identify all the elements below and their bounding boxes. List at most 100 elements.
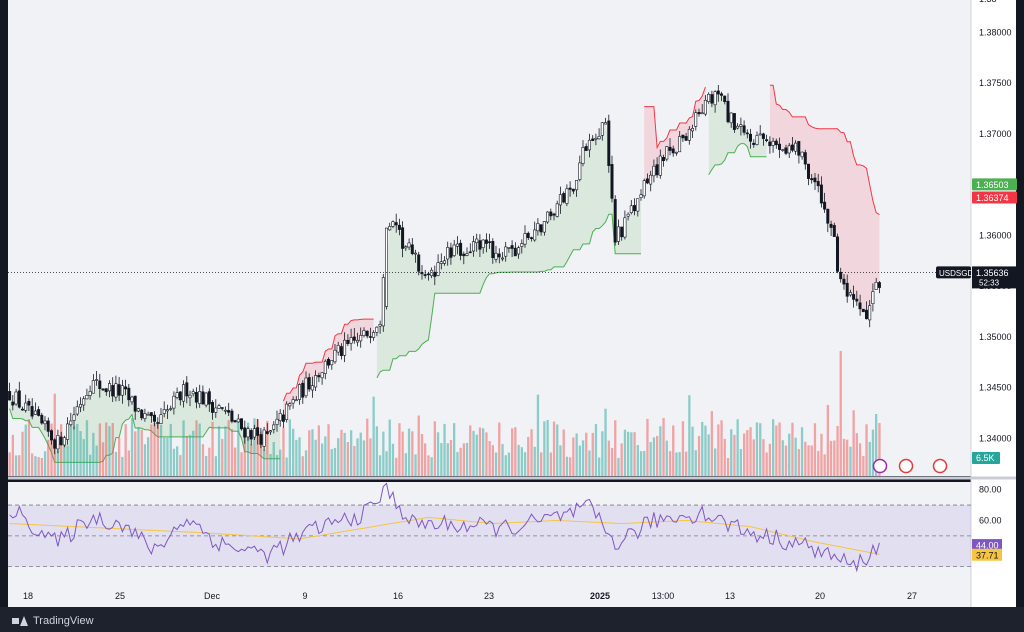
volume-bar — [752, 439, 755, 476]
candle-body — [526, 232, 530, 238]
volume-bar — [504, 455, 507, 476]
volume-bar — [691, 426, 694, 476]
volume-bar — [720, 420, 723, 476]
volume-bar — [37, 457, 40, 476]
candle-body — [829, 223, 833, 228]
candle-body — [339, 346, 343, 356]
volume-bar — [89, 454, 92, 476]
volume-bar — [246, 422, 250, 476]
volume-bar — [53, 393, 56, 476]
volume-bar — [817, 450, 820, 476]
volume-bar — [395, 457, 398, 476]
candle-body — [246, 428, 250, 438]
volume-bar — [176, 446, 179, 476]
candle-body — [726, 100, 730, 123]
candle-body — [278, 413, 282, 421]
volume-bar — [398, 423, 401, 476]
candle-body — [275, 418, 279, 425]
volume-bar — [746, 430, 749, 476]
volume-bar — [472, 430, 475, 476]
volume-bar — [63, 439, 66, 476]
volume-bar — [775, 425, 778, 476]
brand-label: TradingView — [33, 615, 94, 627]
volume-bar — [726, 458, 730, 476]
candle-body — [204, 392, 208, 406]
volume-bar — [333, 447, 337, 476]
volume-bar — [134, 431, 137, 476]
candle-body — [768, 141, 772, 147]
candle-body — [716, 90, 720, 95]
volume-bar — [388, 419, 391, 476]
volume-bar — [488, 441, 491, 476]
volume-bar — [350, 430, 353, 476]
candle-body — [304, 377, 308, 397]
volume-bar — [98, 423, 101, 476]
candle-body — [491, 241, 495, 259]
volume-bar — [443, 423, 446, 476]
candle-body — [66, 423, 70, 440]
candle-body — [336, 345, 340, 353]
candle-body — [858, 302, 862, 310]
candle-body — [803, 152, 807, 165]
volume-bar — [546, 420, 549, 476]
volume-bar — [540, 452, 543, 476]
volume-bar — [188, 434, 192, 476]
volume-bar — [263, 449, 266, 476]
volume-bar — [485, 432, 488, 476]
volume-bar — [179, 455, 182, 476]
price-chart[interactable]: 1.340001.345001.350001.355001.360001.365… — [0, 0, 1024, 607]
candle-body — [268, 430, 272, 433]
volume-bar — [401, 431, 404, 476]
tradingview-brand[interactable]: TradingView — [12, 615, 94, 627]
time-tick-label: 9 — [302, 591, 307, 601]
volume-bar — [627, 431, 630, 476]
volume-bar — [124, 424, 127, 476]
candle-body — [301, 382, 305, 398]
candle-body — [549, 211, 553, 217]
volume-bar — [559, 445, 562, 476]
volume-bar — [356, 438, 359, 476]
candle-body — [845, 282, 849, 297]
candle-body — [674, 151, 678, 154]
events — [872, 458, 948, 474]
volume-bar — [765, 452, 768, 476]
candle-body — [230, 410, 234, 422]
volume-bar — [878, 423, 881, 476]
volume-bar — [324, 436, 327, 476]
candle-body — [24, 402, 28, 411]
candle-body — [297, 384, 301, 400]
candle-body — [384, 227, 388, 307]
volume-bar — [498, 422, 501, 476]
candle-body — [198, 391, 202, 404]
candle-body — [700, 112, 704, 115]
candle-body — [381, 277, 385, 327]
volume-bar — [95, 445, 98, 476]
price-tick-label-clip: 1.38 — [979, 0, 997, 4]
volume-bar — [639, 451, 643, 476]
volume-bar — [871, 429, 875, 476]
candle-body — [188, 394, 192, 399]
candle-body — [552, 213, 556, 216]
candle-body — [372, 332, 376, 338]
volume-bar — [846, 439, 849, 476]
volume-bar — [620, 443, 623, 476]
volume-bar — [79, 431, 82, 476]
symbol-badge — [936, 266, 971, 279]
volume-bar — [362, 440, 366, 476]
volume-bar — [266, 420, 269, 476]
candle-body — [494, 252, 498, 260]
volume-bar — [710, 411, 713, 476]
time-tick-label: 20 — [815, 591, 825, 601]
volume-bar — [34, 456, 37, 476]
candle-body — [20, 408, 24, 411]
candle-body — [500, 257, 504, 260]
candle-body — [272, 424, 276, 430]
volume-bar — [829, 440, 833, 476]
candle-body — [27, 400, 31, 406]
volume-bar — [610, 448, 614, 476]
candle-body — [755, 135, 759, 145]
volume-bar — [243, 431, 246, 476]
volume-bar — [739, 449, 742, 476]
volume-bar — [346, 442, 349, 476]
candle-body — [835, 236, 839, 272]
